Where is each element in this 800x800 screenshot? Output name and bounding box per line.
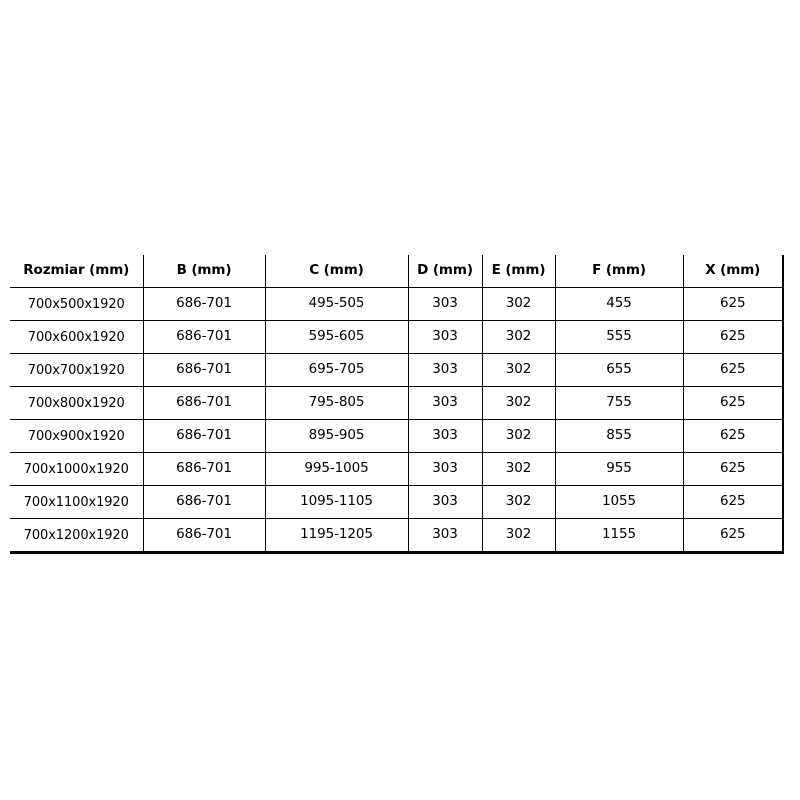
cell-b: 686-701 — [143, 518, 266, 553]
cell-e: 302 — [482, 485, 556, 519]
cell-b: 686-701 — [143, 386, 266, 420]
column-header-d: D (mm) — [408, 255, 483, 288]
cell-e: 302 — [482, 386, 556, 420]
cell-x: 625 — [683, 386, 783, 420]
table-row: 700x900x1920 686-701 895-905 303 302 855… — [10, 419, 783, 453]
cell-d: 303 — [408, 320, 483, 354]
cell-c: 595-605 — [265, 320, 409, 354]
cell-c: 995-1005 — [265, 452, 409, 486]
cell-rozmiar: 700x600x1920 — [10, 320, 144, 354]
cell-d: 303 — [408, 386, 483, 420]
cell-rozmiar: 700x700x1920 — [10, 353, 144, 387]
cell-b: 686-701 — [143, 353, 266, 387]
cell-f: 1055 — [555, 485, 684, 519]
cell-rozmiar: 700x900x1920 — [10, 419, 144, 453]
column-header-x: X (mm) — [683, 255, 783, 288]
column-header-e: E (mm) — [482, 255, 556, 288]
cell-rozmiar: 700x1000x1920 — [10, 452, 144, 486]
table-row: 700x800x1920 686-701 795-805 303 302 755… — [10, 386, 783, 420]
table-row: 700x700x1920 686-701 695-705 303 302 655… — [10, 353, 783, 387]
table-row: 700x1000x1920 686-701 995-1005 303 302 9… — [10, 452, 783, 486]
cell-x: 625 — [683, 353, 783, 387]
cell-c: 795-805 — [265, 386, 409, 420]
column-header-rozmiar: Rozmiar (mm) — [10, 255, 144, 288]
cell-rozmiar: 700x1200x1920 — [10, 518, 144, 553]
cell-f: 755 — [555, 386, 684, 420]
table-header-row: Rozmiar (mm) B (mm) C (mm) D (mm) E (mm)… — [10, 255, 783, 288]
cell-b: 686-701 — [143, 485, 266, 519]
cell-f: 1155 — [555, 518, 684, 553]
column-header-f: F (mm) — [555, 255, 684, 288]
cell-f: 655 — [555, 353, 684, 387]
cell-c: 495-505 — [265, 287, 409, 321]
cell-rozmiar: 700x800x1920 — [10, 386, 144, 420]
cell-x: 625 — [683, 287, 783, 321]
table-body: 700x500x1920 686-701 495-505 303 302 455… — [10, 287, 783, 553]
cell-b: 686-701 — [143, 452, 266, 486]
table-row: 700x1200x1920 686-701 1195-1205 303 302 … — [10, 518, 783, 553]
cell-x: 625 — [683, 419, 783, 453]
table-row: 700x600x1920 686-701 595-605 303 302 555… — [10, 320, 783, 354]
cell-c: 1095-1105 — [265, 485, 409, 519]
cell-f: 555 — [555, 320, 684, 354]
cell-d: 303 — [408, 353, 483, 387]
cell-b: 686-701 — [143, 287, 266, 321]
cell-d: 303 — [408, 287, 483, 321]
cell-f: 855 — [555, 419, 684, 453]
table-row: 700x500x1920 686-701 495-505 303 302 455… — [10, 287, 783, 321]
cell-x: 625 — [683, 485, 783, 519]
specification-table-container: Rozmiar (mm) B (mm) C (mm) D (mm) E (mm)… — [10, 255, 784, 554]
cell-b: 686-701 — [143, 419, 266, 453]
table-row: 700x1100x1920 686-701 1095-1105 303 302 … — [10, 485, 783, 519]
cell-e: 302 — [482, 518, 556, 553]
table-header: Rozmiar (mm) B (mm) C (mm) D (mm) E (mm)… — [10, 255, 783, 288]
cell-d: 303 — [408, 518, 483, 553]
cell-f: 455 — [555, 287, 684, 321]
cell-rozmiar: 700x1100x1920 — [10, 485, 144, 519]
cell-c: 695-705 — [265, 353, 409, 387]
cell-d: 303 — [408, 452, 483, 486]
cell-e: 302 — [482, 419, 556, 453]
cell-c: 895-905 — [265, 419, 409, 453]
cell-e: 302 — [482, 287, 556, 321]
cell-e: 302 — [482, 320, 556, 354]
cell-c: 1195-1205 — [265, 518, 409, 553]
cell-x: 625 — [683, 320, 783, 354]
dimensions-table: Rozmiar (mm) B (mm) C (mm) D (mm) E (mm)… — [10, 255, 784, 554]
cell-d: 303 — [408, 419, 483, 453]
cell-d: 303 — [408, 485, 483, 519]
cell-f: 955 — [555, 452, 684, 486]
cell-e: 302 — [482, 452, 556, 486]
cell-rozmiar: 700x500x1920 — [10, 287, 144, 321]
cell-x: 625 — [683, 452, 783, 486]
cell-b: 686-701 — [143, 320, 266, 354]
column-header-c: C (mm) — [265, 255, 409, 288]
cell-e: 302 — [482, 353, 556, 387]
cell-x: 625 — [720, 526, 746, 543]
column-header-b: B (mm) — [143, 255, 266, 288]
